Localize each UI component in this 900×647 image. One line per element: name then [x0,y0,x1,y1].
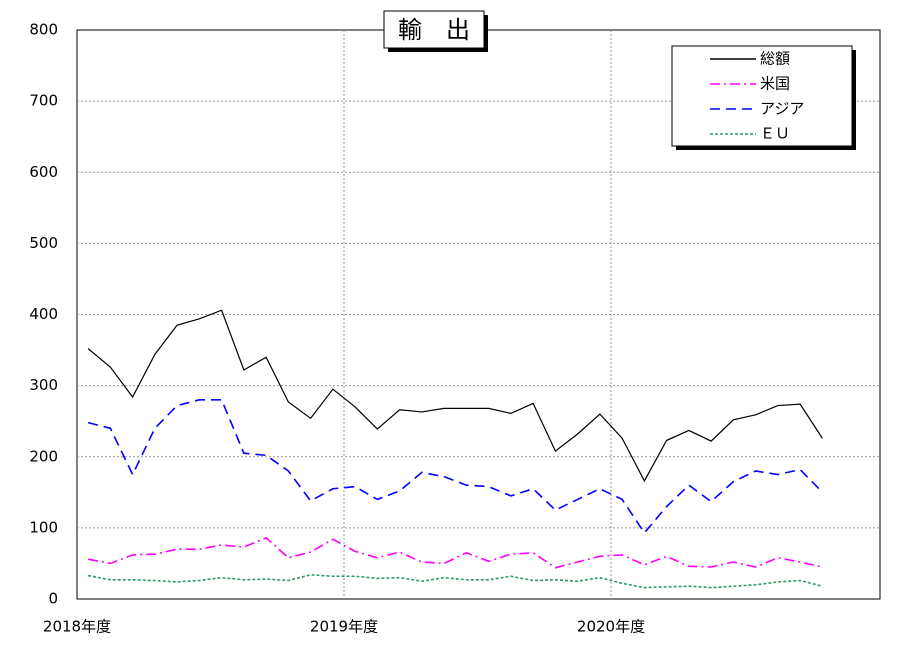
y-tick-label: 700 [29,92,58,110]
y-tick-label: 800 [29,21,58,39]
legend-box [671,45,853,147]
y-tick-label: 100 [29,518,58,536]
x-tick-label: 2019年度 [310,618,378,636]
series-line [87,309,823,483]
y-tick-label: 500 [29,234,58,252]
legend-label: 米国 [760,75,790,93]
legend-label: 総額 [760,50,790,68]
legend-label: アジア [760,100,804,118]
y-tick-label: 600 [29,163,58,181]
series-line [87,574,823,589]
title-box [383,10,485,49]
legend-label: ＥＵ [760,125,790,143]
y-tick-label: 400 [29,305,58,323]
y-tick-label: 200 [29,447,58,465]
x-tick-label: 2020年度 [577,618,645,636]
y-tick-label: 300 [29,376,58,394]
series-line [87,536,823,569]
chart-title: 輸 出 [398,16,470,44]
x-tick-label: 2018年度 [43,618,111,636]
y-tick-label: 0 [48,590,58,608]
